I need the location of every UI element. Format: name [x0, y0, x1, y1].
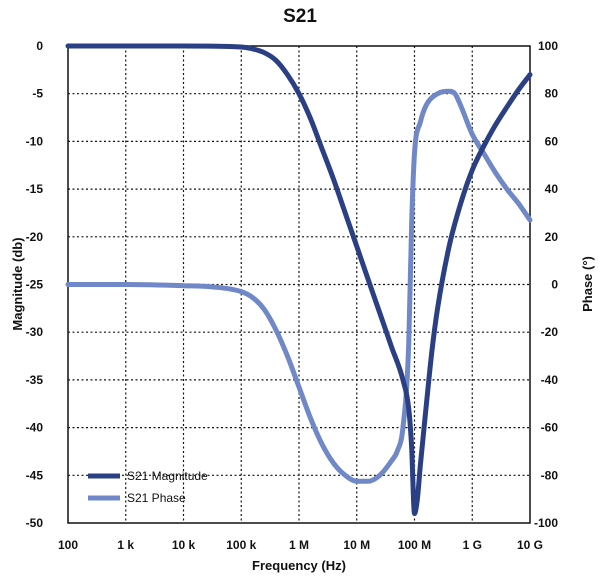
tick-labels: 100 1 k 10 k 100 k 1 M 10 M 100 M 1 G 10 G 0 -5 -10… — [26, 39, 559, 552]
x-axis-title: Frequency (Hz) — [252, 558, 346, 573]
y-right-tick-label: 40 — [545, 182, 559, 196]
x-tick-label: 100 — [58, 538, 78, 552]
chart-title: S21 — [283, 6, 317, 27]
x-tick-label: 10 M — [343, 538, 370, 552]
y-right-tick-label: 20 — [545, 230, 559, 244]
legend-phase-label: S21 Phase — [127, 491, 186, 505]
y-left-tick-label: -35 — [26, 373, 44, 387]
y-left-tick-label: 0 — [36, 39, 43, 53]
x-tick-label: 10 k — [172, 538, 196, 552]
y-left-tick-label: -30 — [26, 325, 44, 339]
x-tick-label: 1 M — [289, 538, 309, 552]
y-right-tick-label: -80 — [541, 468, 559, 482]
y-right-tick-label: 0 — [551, 278, 558, 292]
y-left-tick-label: -15 — [26, 182, 44, 196]
y-left-tick-label: -5 — [32, 87, 43, 101]
y-left-tick-label: -50 — [26, 516, 44, 530]
y-right-tick-label: -100 — [534, 516, 558, 530]
y-right-tick-label: -60 — [541, 421, 559, 435]
x-tick-label: 100 M — [398, 538, 431, 552]
x-tick-label: 100 k — [226, 538, 256, 552]
y-right-tick-label: 60 — [545, 134, 559, 148]
y-left-tick-label: -45 — [26, 468, 44, 482]
x-tick-label: 1 G — [463, 538, 482, 552]
y-right-tick-label: 100 — [538, 39, 558, 53]
series-phase-line — [65, 88, 533, 484]
y-left-tick-label: -10 — [26, 134, 44, 148]
y-left-tick-label: -40 — [26, 421, 44, 435]
series-magnitude-line — [65, 43, 533, 516]
y-axis-right-title: Phase (°) — [580, 256, 595, 312]
legend: S21 Magnitude S21 Phase — [88, 469, 208, 505]
y-right-tick-label: -20 — [541, 325, 559, 339]
x-tick-label: 1 k — [117, 538, 134, 552]
legend-magnitude-label: S21 Magnitude — [127, 469, 208, 483]
y-left-tick-label: -20 — [26, 230, 44, 244]
series-layer — [65, 43, 533, 516]
y-right-tick-label: 80 — [545, 87, 559, 101]
y-left-tick-label: -25 — [26, 278, 44, 292]
x-tick-label: 10 G — [517, 538, 543, 552]
y-right-tick-label: -40 — [541, 373, 559, 387]
y-axis-left-title: Magnitude (db) — [10, 237, 25, 330]
